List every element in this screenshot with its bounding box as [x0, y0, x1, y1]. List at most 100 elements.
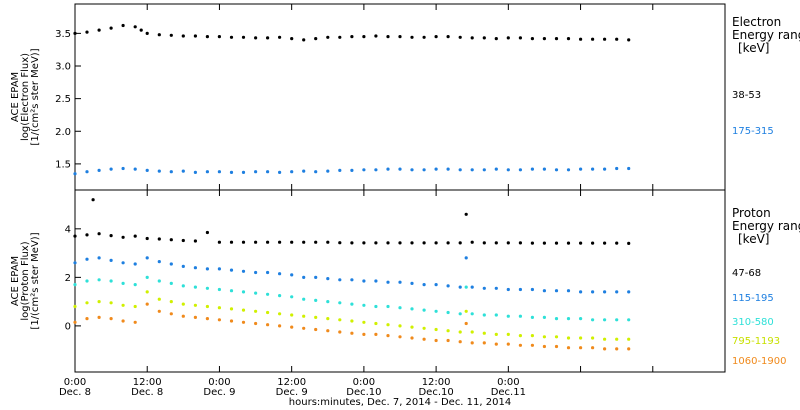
proton-series-4-point — [205, 304, 209, 309]
proton-series-3-point — [278, 294, 282, 298]
proton-series-4-point — [157, 297, 161, 301]
proton-series-4-point — [145, 290, 149, 294]
xtick-label: 0:00 — [497, 377, 519, 388]
electron-series-1-point — [386, 35, 390, 39]
proton-series-4-point — [85, 301, 89, 305]
proton-series-1-point — [193, 239, 197, 243]
proton-series-2-point — [362, 279, 366, 283]
proton-ytick-label: 2 — [65, 273, 71, 284]
proton-series-1-point — [229, 240, 234, 244]
electron-ytick-label: 3.5 — [55, 29, 71, 40]
electron-series-1-point — [579, 37, 583, 41]
proton-series-1-point — [458, 241, 462, 245]
proton-series-3-point — [97, 278, 101, 282]
proton-series-5-point — [157, 309, 161, 313]
electron-series-1-point — [193, 34, 197, 38]
proton-series-5-point — [518, 343, 523, 347]
proton-series-5-point — [591, 346, 595, 350]
proton-series-4-point — [446, 329, 450, 333]
xtick-label: 12:00 — [277, 377, 306, 388]
proton-series-5-point — [145, 302, 149, 306]
electron-legend-unit: [keV] — [738, 41, 769, 55]
electron-series-2-point — [97, 168, 101, 172]
proton-series-4-point — [579, 336, 583, 340]
electron-panel-frame — [74, 3, 726, 191]
xtick-label: Dec. 9 — [276, 387, 308, 398]
proton-series-1-point — [326, 240, 330, 244]
proton-series-5-point — [362, 332, 366, 336]
electron-series-2-point — [518, 168, 523, 172]
proton-series-3-point — [410, 307, 414, 311]
proton-series-2-point — [326, 277, 330, 281]
electron-series-1-point — [482, 36, 486, 40]
proton-series-4-point — [121, 303, 125, 307]
proton-series-3-point — [458, 312, 462, 316]
xtick-label: Dec.10 — [346, 387, 381, 398]
electron-ylabel-line3: [1/(cm²s ster MeV)] — [30, 48, 41, 145]
electron-series-1-point — [591, 37, 595, 41]
proton-series-4-point — [73, 304, 77, 309]
electron-series-2-point — [422, 168, 426, 172]
proton-series-5-point — [266, 323, 270, 327]
electron-series-2-point — [314, 170, 318, 174]
proton-series-3-point — [627, 318, 631, 322]
proton-series-3-point — [464, 285, 468, 289]
proton-ylabel: ACE EPAM log(Proton Flux) [1/(cm²s ster … — [10, 232, 41, 329]
proton-series-3-point — [145, 275, 149, 279]
electron-series-2-point — [73, 172, 77, 176]
proton-series-2-point — [398, 280, 402, 284]
proton-series-1-point — [434, 241, 438, 245]
electron-series-2-point — [386, 167, 390, 171]
proton-series-2-point — [422, 283, 426, 287]
proton-series-4-point — [181, 302, 185, 306]
proton-series-5-point — [229, 319, 234, 323]
electron-series-2-point — [85, 170, 89, 174]
proton-series-3-point — [434, 309, 438, 313]
proton-series-2-point — [193, 266, 197, 270]
proton-series-4-point — [229, 307, 234, 311]
proton-ylabel-line3: [1/(cm²s ster MeV)] — [30, 232, 41, 329]
proton-series-3-point — [530, 315, 535, 319]
proton-series-1-point — [362, 241, 366, 245]
electron-series-2-point — [145, 168, 149, 172]
electron-series-1-point — [169, 33, 173, 37]
electron-series-1-point — [615, 37, 619, 41]
proton-series-2-point — [518, 287, 523, 292]
proton-legend-subtitle: Energy ranges — [732, 219, 800, 233]
proton-series-1-point — [145, 236, 149, 241]
electron-series-2-point — [241, 170, 246, 174]
proton-series-3-point — [482, 313, 486, 317]
proton-series-1-point — [615, 241, 619, 245]
proton-series-5-point — [205, 317, 209, 321]
proton-series-4-point — [482, 331, 486, 335]
proton-series-3-point — [338, 301, 342, 305]
electron-series-1-point — [157, 33, 161, 37]
proton-series-1-point — [518, 241, 523, 245]
electron-series-1-point — [458, 35, 462, 39]
electron-series-1-point — [627, 38, 631, 42]
xtick-label: 12:00 — [133, 377, 162, 388]
proton-series-4-point — [494, 332, 498, 336]
proton-panel-frame — [74, 189, 726, 373]
proton-series-2-point — [615, 290, 619, 294]
electron-series-1-point — [181, 34, 185, 38]
electron-series-2-point — [254, 170, 258, 174]
electron-data-points — [73, 23, 631, 176]
electron-series-2-point — [627, 166, 631, 171]
proton-series-1-point — [464, 212, 468, 216]
electron-series-1-point — [266, 36, 270, 40]
proton-series-5-point — [386, 334, 390, 338]
electron-series-2-point — [157, 169, 161, 173]
electron-series-2-point — [530, 167, 535, 171]
proton-series-5-point — [169, 312, 173, 316]
electron-legend-series-2: 175-315 — [732, 126, 774, 137]
proton-series-1-point — [350, 241, 354, 245]
proton-series-1-point — [470, 240, 474, 244]
proton-series-5-point — [133, 320, 137, 324]
proton-series-1-point — [482, 241, 486, 245]
proton-series-5-point — [338, 330, 342, 334]
proton-series-1-point — [603, 241, 607, 245]
electron-series-2-point — [121, 166, 125, 171]
electron-series-1-point — [109, 26, 113, 30]
proton-series-1-point — [542, 241, 547, 245]
